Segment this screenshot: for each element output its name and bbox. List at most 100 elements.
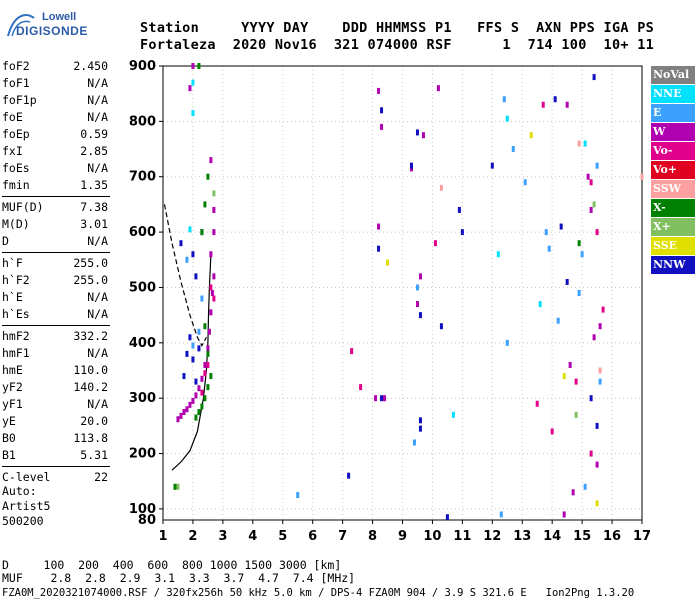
echo-point [592,74,596,81]
param-value: N/A [87,93,108,107]
echo-point [439,323,443,330]
echo-point [380,123,384,130]
echo-point [505,115,509,122]
echo-point [188,85,192,92]
echo-point [598,323,602,330]
echo-point [571,489,575,496]
x-tick-label: 2 [188,529,197,544]
logo-text-lowell: Lowell [42,11,77,23]
echo-point [197,385,201,392]
x-tick-label: 6 [308,529,317,544]
echo-point [547,245,551,252]
param-separator [2,325,110,326]
param-row: D N/A [2,233,108,250]
param-label: h`F [2,256,23,270]
param-label: foF1 [2,76,30,90]
param-value: 332.2 [73,329,108,343]
x-tick-label: 4 [248,529,257,544]
x-tick-label: 8 [368,529,377,544]
echo-point [185,406,189,413]
echo-point [556,317,560,324]
echo-point [589,179,593,186]
param-value: N/A [87,397,108,411]
echo-point [212,229,216,236]
echo-point [595,461,599,468]
echo-point [179,240,183,247]
x-tick-label: 16 [603,529,621,544]
param-row: foF1p N/A [2,92,108,109]
autoscaling-info: Auto: Artist5 500200 [2,484,50,529]
param-value: N/A [87,346,108,360]
legend-item: Vo+ [651,161,695,179]
param-label: foEp [2,127,30,141]
echo-point [206,345,210,352]
param-label: fmin [2,178,30,192]
echo-point [499,511,503,518]
echo-point [565,278,569,285]
echo-point [640,173,644,180]
echo-point [377,245,381,252]
echo-point [583,483,587,490]
legend-item: NNW [651,256,695,274]
echo-point [550,428,554,435]
echo-point [544,229,548,236]
legend-item: SSW [651,180,695,198]
param-label: yE [2,414,16,428]
echo-point [194,378,198,385]
param-row: h`F2 255.0 [2,272,108,289]
param-row: hmE 110.0 [2,362,108,379]
echo-point [212,190,216,197]
echo-point [203,201,207,208]
param-row: MUF(D) 7.38 [2,199,108,216]
param-value: 113.8 [73,431,108,445]
echo-point [296,492,300,499]
param-label: foF1p [2,93,37,107]
echo-point [191,251,195,258]
param-row: yF2 140.2 [2,379,108,396]
echo-point [418,273,422,280]
param-label: h`E [2,290,23,304]
echo-point [415,129,419,136]
echo-point [535,400,539,407]
x-tick-label: 14 [543,529,561,544]
echo-point [523,179,527,186]
param-value: 255.0 [73,273,108,287]
x-tick-label: 11 [453,529,471,544]
auto-version: 500200 [2,514,44,528]
echo-point [415,301,419,308]
param-row: hmF1 N/A [2,345,108,362]
echo-point [191,342,195,349]
echo-point [188,401,192,408]
legend-item: E [651,104,695,122]
echo-point [203,370,207,377]
echo-point [511,146,515,153]
param-row: C-level 22 [2,469,108,486]
param-value: 255.0 [73,256,108,270]
echo-point [191,397,195,404]
echo-point [457,206,461,213]
param-value: N/A [87,307,108,321]
echo-point [182,409,186,416]
echo-point [206,173,210,180]
param-label: hmE [2,363,23,377]
file-info-footer: FZA0M_2020321074000.RSF / 320fx256h 50 k… [2,587,635,599]
echo-point [439,184,443,191]
echo-point [574,411,578,418]
param-value: N/A [87,110,108,124]
echo-point [583,140,587,147]
echo-point [538,301,542,308]
echo-point [173,483,177,490]
echo-point [553,96,557,103]
param-row: h`E N/A [2,289,108,306]
param-value: 7.38 [80,200,108,214]
y-tick-label: 500 [129,280,156,295]
echo-point [580,251,584,258]
echo-point [203,361,207,368]
auto-label: Auto: [2,484,37,498]
echo-point [586,173,590,180]
param-row: foF2 2.450 [2,58,108,75]
x-tick-label: 10 [423,529,441,544]
echo-point [185,256,189,263]
y-tick-label: 800 [129,114,156,129]
echo-point [350,348,354,355]
